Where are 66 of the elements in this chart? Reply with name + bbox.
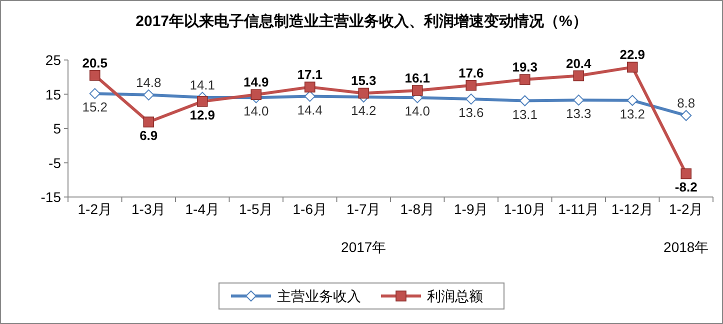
x-tick-label: 1-2月 bbox=[669, 201, 704, 217]
y-tick-label: -5 bbox=[48, 154, 62, 171]
data-label: 20.5 bbox=[82, 55, 108, 70]
x-tick-label: 1-11月 bbox=[558, 201, 600, 217]
point bbox=[466, 94, 477, 105]
data-label: 22.9 bbox=[620, 47, 646, 62]
point bbox=[680, 110, 692, 121]
data-label: -8.2 bbox=[674, 180, 698, 195]
point bbox=[573, 94, 584, 106]
data-label: 14.8 bbox=[136, 74, 162, 90]
data-label: 19.3 bbox=[512, 60, 538, 75]
data-label: 14.4 bbox=[297, 102, 323, 118]
data-label: 14.1 bbox=[190, 77, 216, 92]
point bbox=[519, 74, 530, 85]
point bbox=[196, 96, 208, 107]
legend-label: 主营业务收入 bbox=[277, 288, 361, 304]
data-label: 14.0 bbox=[243, 104, 269, 119]
y-tick-label: -15 bbox=[40, 189, 62, 205]
y-tick-label: 15 bbox=[45, 86, 62, 102]
data-label: 17.1 bbox=[297, 67, 323, 82]
point bbox=[89, 70, 100, 81]
point bbox=[358, 88, 370, 99]
point bbox=[304, 90, 316, 102]
data-label: 20.4 bbox=[566, 56, 592, 71]
data-label: 14.0 bbox=[404, 104, 430, 119]
x-tick-label: 1-2月 bbox=[78, 201, 112, 217]
x-tick-label: 1-7月 bbox=[346, 201, 381, 217]
point bbox=[143, 89, 154, 100]
data-label: 8.8 bbox=[677, 95, 696, 110]
x-tick-label: 1-3月 bbox=[132, 201, 166, 217]
point bbox=[89, 88, 100, 100]
x-tick-label: 1-9月 bbox=[454, 201, 488, 217]
data-label: 6.9 bbox=[140, 128, 158, 143]
text: 2018年 bbox=[664, 239, 709, 255]
legend-label: 利润总额 bbox=[427, 288, 483, 304]
x-tick-label: 1-12月 bbox=[611, 201, 654, 217]
data-label: 13.3 bbox=[566, 106, 592, 122]
point bbox=[626, 62, 638, 73]
data-label: 13.1 bbox=[512, 106, 538, 122]
y-tick-label: 5 bbox=[53, 120, 62, 136]
x-tick-label: 1-8月 bbox=[400, 201, 434, 217]
y-tick-label: 25 bbox=[45, 52, 62, 68]
point bbox=[466, 80, 477, 91]
data-label: 17.6 bbox=[458, 65, 484, 80]
point bbox=[519, 95, 530, 106]
text: 2017年 bbox=[341, 239, 386, 255]
point bbox=[680, 168, 692, 180]
data-label: 13.2 bbox=[620, 106, 646, 122]
x-tick-label: 1-6月 bbox=[292, 201, 327, 217]
point bbox=[143, 116, 154, 128]
x-tick-label: 1-5月 bbox=[239, 201, 274, 217]
data-label: 12.9 bbox=[190, 107, 216, 122]
data-label: 15.2 bbox=[82, 100, 108, 115]
point bbox=[573, 70, 584, 82]
x-tick-label: 1-10月 bbox=[504, 201, 546, 217]
point bbox=[626, 94, 638, 106]
data-label: 14.2 bbox=[350, 102, 376, 118]
x-tick-label: 1-4月 bbox=[185, 201, 220, 217]
chart-title: 2017年以来电子信息制造业主营业务收入、利润增速变动情况（%） bbox=[136, 12, 588, 30]
point bbox=[412, 85, 423, 96]
data-label: 13.6 bbox=[458, 105, 484, 120]
point bbox=[250, 89, 262, 100]
data-label: 14.9 bbox=[243, 74, 269, 90]
data-label: 16.1 bbox=[404, 70, 430, 86]
data-label: 15.3 bbox=[350, 73, 376, 88]
point bbox=[304, 82, 316, 92]
